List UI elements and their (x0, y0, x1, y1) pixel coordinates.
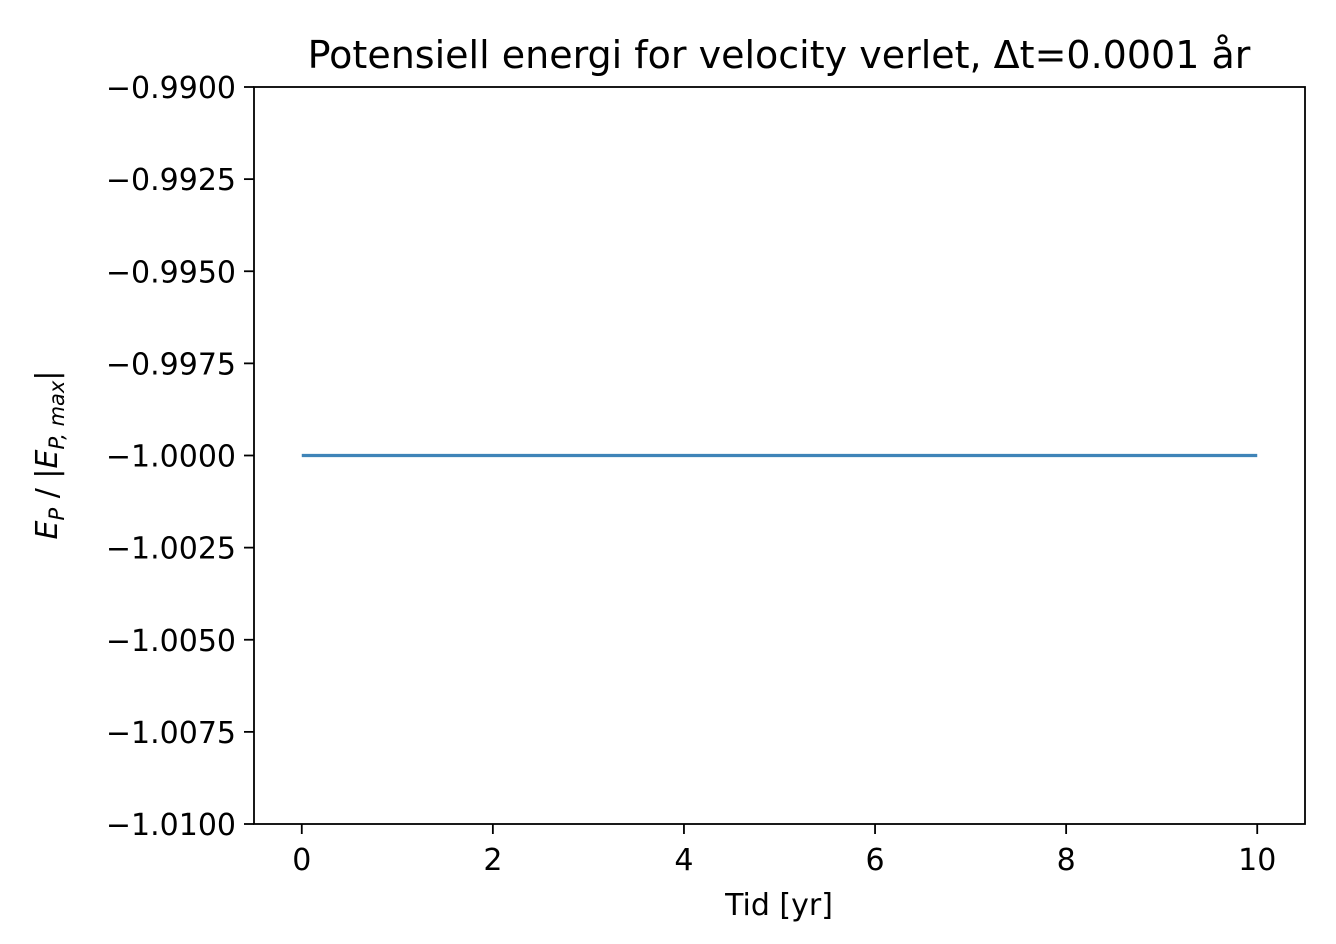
y-tick-label: −1.0000 (106, 440, 236, 475)
y-axis-label: EP / |EP, max| (30, 371, 69, 540)
x-tick-label: 10 (1238, 843, 1276, 878)
y-label-e1: E (30, 520, 65, 539)
y-ticks: −0.9900 −0.9925 −0.9950 −0.9975 −1.0000 −1.00… (106, 71, 254, 843)
x-tick-label: 8 (1057, 843, 1076, 878)
y-tick-label: −0.9925 (106, 163, 236, 198)
x-tick-label: 2 (483, 843, 502, 878)
y-tick-label: −0.9900 (106, 71, 236, 106)
y-label-end: | (30, 371, 65, 381)
y-tick-label: −1.0075 (106, 716, 236, 751)
chart-title: Potensiell energi for velocity verlet, Δ… (308, 33, 1251, 77)
y-tick-label: −1.0100 (106, 808, 236, 843)
y-tick-label: −0.9975 (106, 347, 236, 382)
y-label-sub2: P, max (45, 380, 69, 449)
x-tick-label: 6 (865, 843, 884, 878)
y-tick-label: −1.0050 (106, 624, 236, 659)
x-axis-label: Tid [yr] (724, 888, 833, 923)
y-label-sep: / | (30, 469, 65, 508)
y-tick-label: −1.0025 (106, 532, 236, 567)
y-tick-label: −0.9950 (106, 255, 236, 290)
x-ticks: 0 2 4 6 8 10 (292, 824, 1276, 878)
x-tick-label: 4 (674, 843, 693, 878)
y-label-sub1: P (45, 507, 69, 520)
y-label-e2: E (30, 450, 65, 469)
x-tick-label: 0 (292, 843, 311, 878)
